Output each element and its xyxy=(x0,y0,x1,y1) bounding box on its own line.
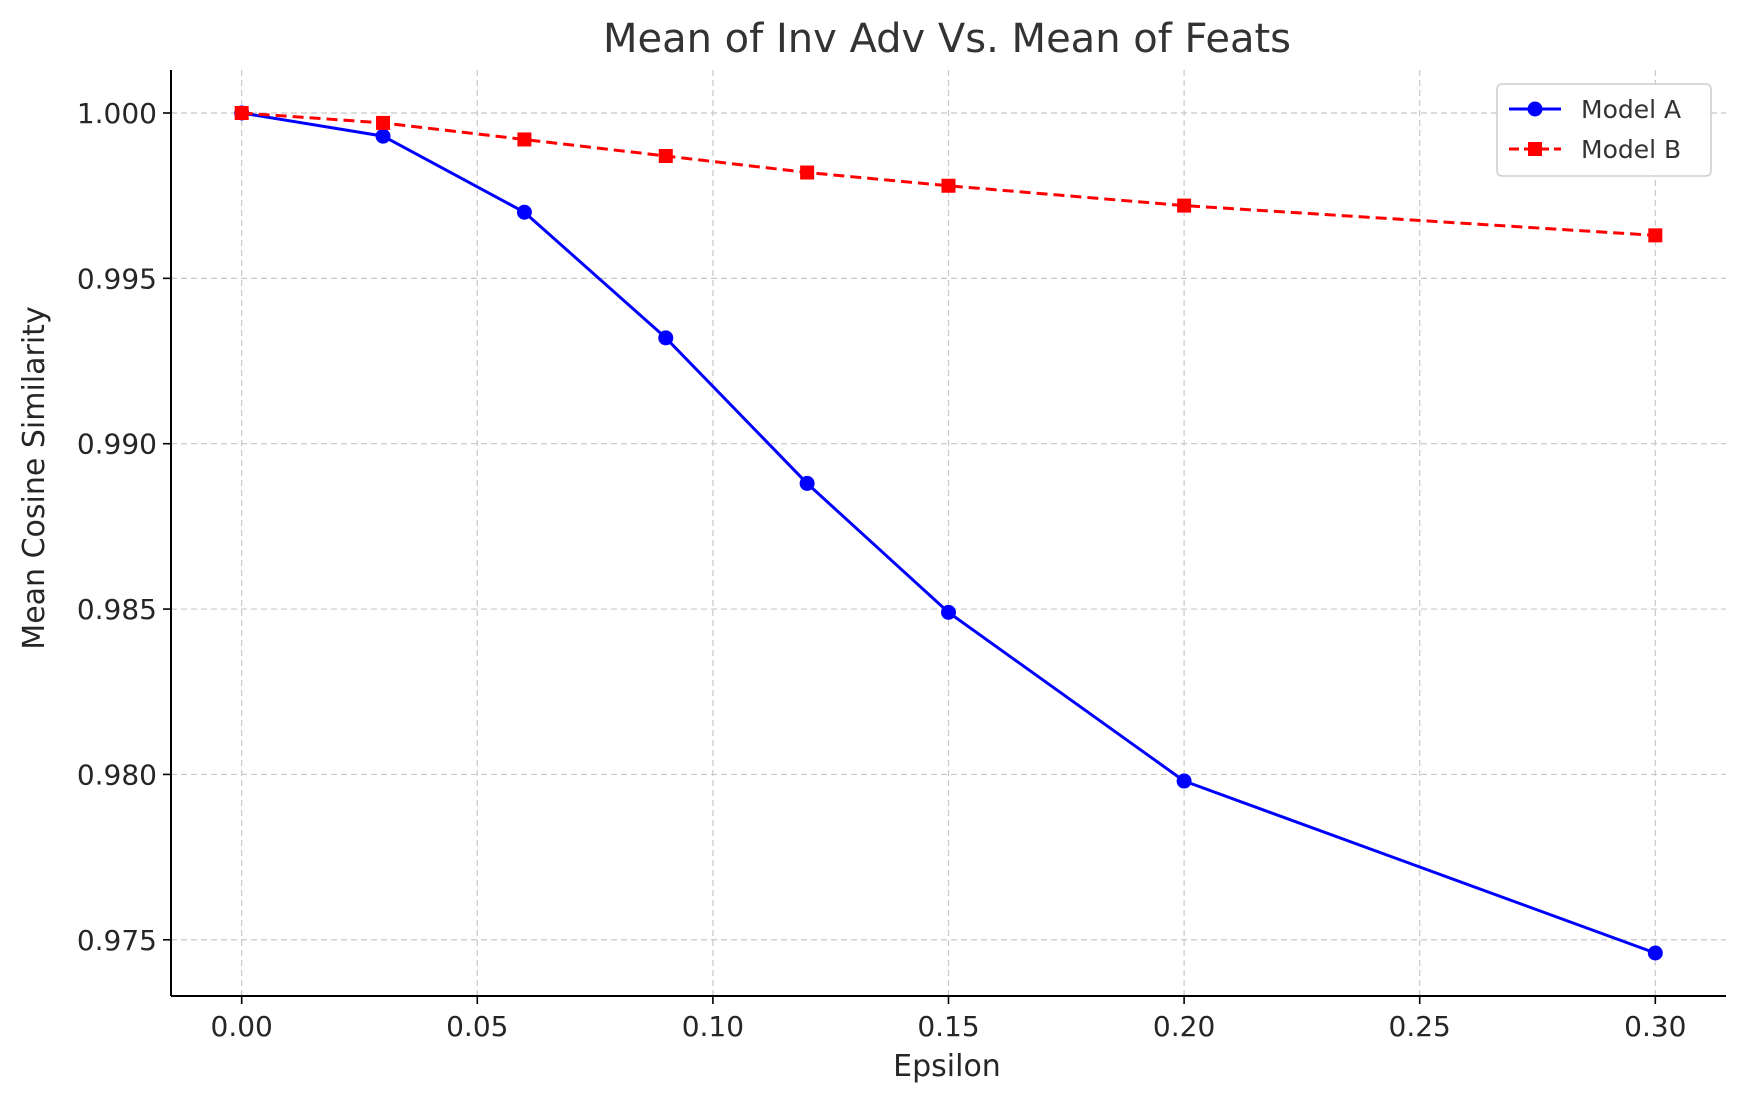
model-a-point xyxy=(1647,945,1663,961)
model-a-point xyxy=(658,330,674,346)
chart-title: Mean of Inv Adv Vs. Mean of Feats xyxy=(603,16,1291,62)
legend-model-b-marker xyxy=(1528,142,1542,156)
model-b-line xyxy=(241,111,1656,237)
model-a-point xyxy=(941,604,956,620)
legend-model-a-marker xyxy=(1527,101,1543,117)
model-a-point xyxy=(799,475,815,491)
model-b-point xyxy=(1648,228,1663,243)
x-tick-label: 0.15 xyxy=(917,1010,979,1043)
y-tick-label: 0.980 xyxy=(77,758,157,791)
model-a-point xyxy=(375,128,391,144)
x-tick-label: 0.05 xyxy=(446,1010,508,1043)
x-tick-label: 0.25 xyxy=(1389,1010,1451,1043)
x-axis-label: Epsilon xyxy=(893,1049,1001,1084)
model-a-line xyxy=(241,111,1656,955)
model-b-point xyxy=(658,148,673,163)
x-tick-label: 0.10 xyxy=(682,1010,744,1043)
model-b-point xyxy=(234,105,249,120)
legend-model-a-label: Model A xyxy=(1581,95,1681,124)
model-a-point xyxy=(1176,773,1192,789)
x-axis-ticks: 0.00 0.05 0.10 0.15 0.20 0.25 0.30 xyxy=(211,996,1686,1043)
model-b-point xyxy=(941,178,956,193)
y-tick-label: 1.000 xyxy=(77,97,157,130)
model-b-point xyxy=(1177,198,1192,213)
model-a-point xyxy=(516,204,532,220)
x-tick-label: 0.00 xyxy=(211,1010,273,1043)
y-axis-ticks: 0.975 0.980 0.985 0.990 0.995 1.000 xyxy=(77,97,171,957)
y-tick-label: 0.995 xyxy=(77,262,157,295)
model-b-point xyxy=(376,115,391,130)
y-axis-label: Mean Cosine Similarity xyxy=(17,306,52,649)
x-tick-label: 0.30 xyxy=(1624,1010,1686,1043)
y-tick-label: 0.985 xyxy=(77,593,157,626)
series-group xyxy=(234,105,1663,961)
legend-model-b-label: Model B xyxy=(1581,135,1681,164)
legend: Model A Model B xyxy=(1496,83,1712,177)
model-b-point xyxy=(800,165,815,180)
model-b-point xyxy=(517,132,532,147)
y-tick-label: 0.975 xyxy=(77,924,157,957)
legend-box xyxy=(1496,83,1712,177)
grid xyxy=(171,70,1726,996)
y-tick-label: 0.990 xyxy=(77,428,157,461)
x-tick-label: 0.20 xyxy=(1153,1010,1215,1043)
